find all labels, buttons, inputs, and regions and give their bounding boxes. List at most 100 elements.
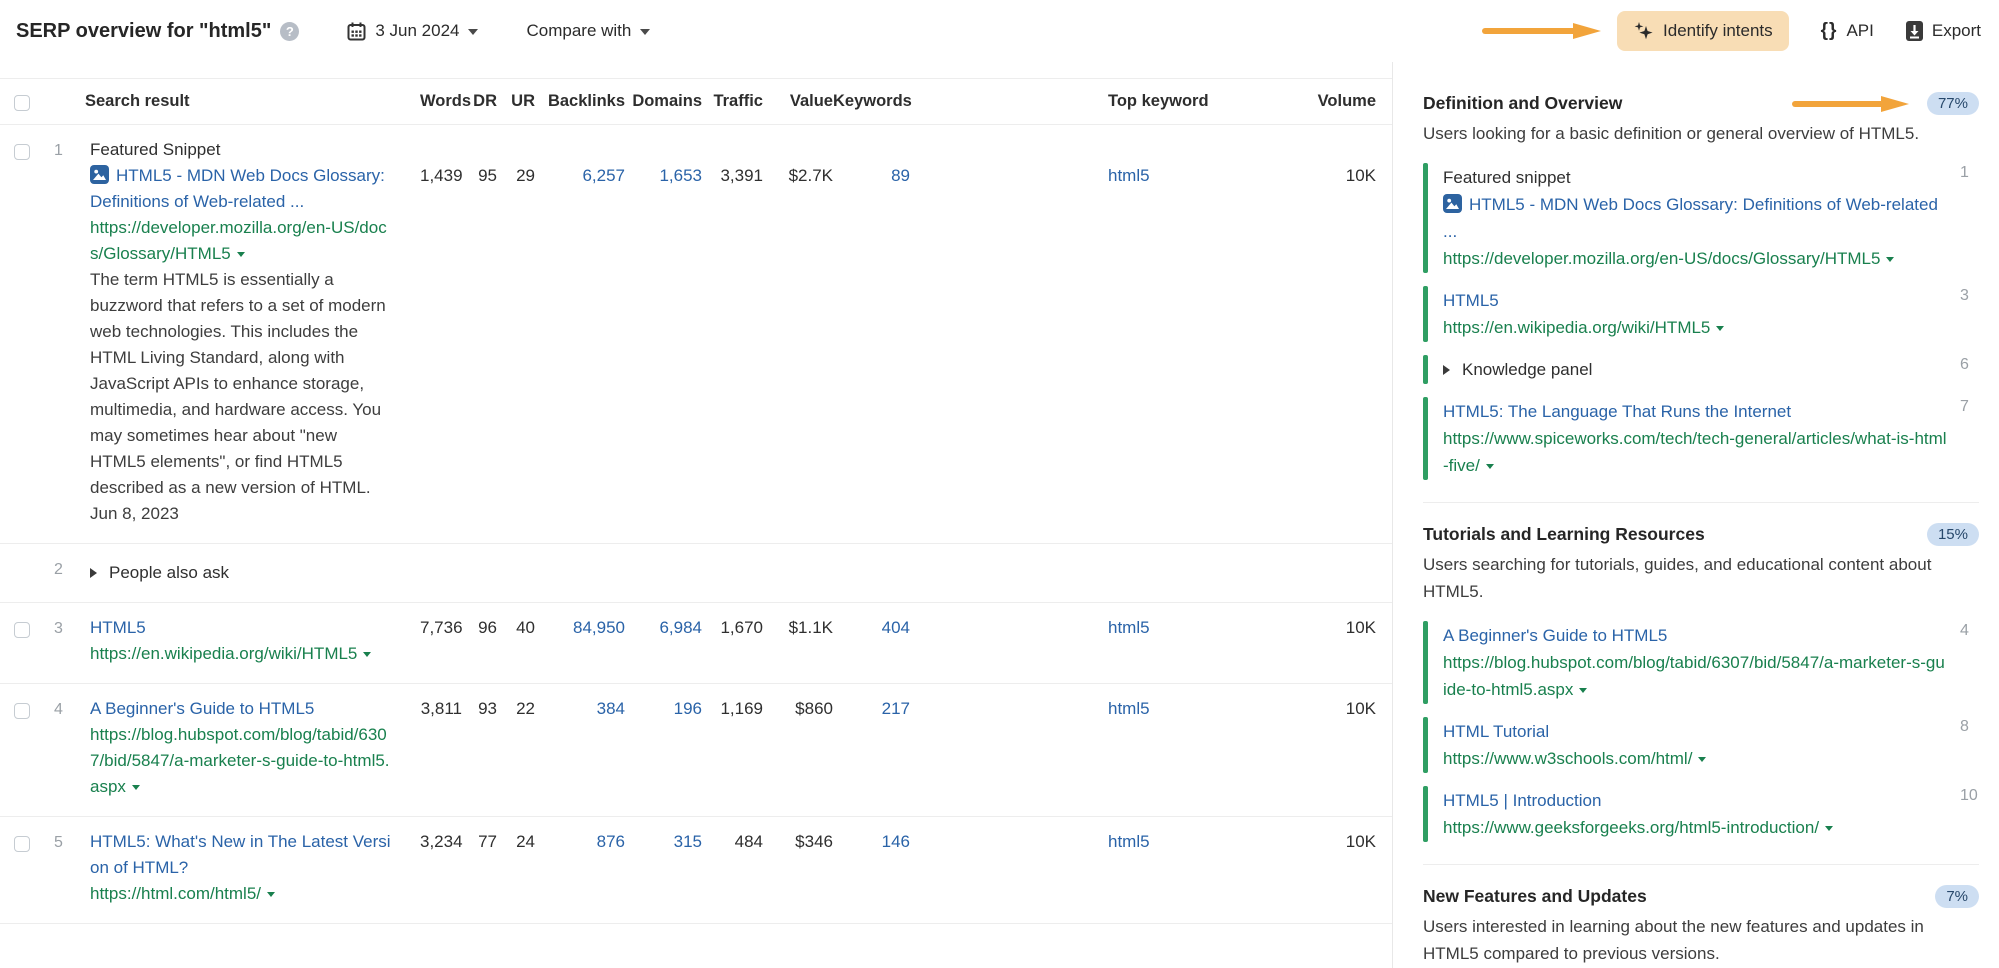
url-dropdown-icon[interactable] <box>131 785 140 791</box>
col-value: Value <box>789 92 833 110</box>
expand-icon <box>1443 364 1450 375</box>
item-url[interactable]: https://blog.hubspot.com/blog/tabid/6307… <box>1443 653 1945 699</box>
featured-snippet-icon <box>1443 194 1462 213</box>
intent-section-title: Definition and Overview <box>1423 93 1623 113</box>
annotation-arrow <box>1482 23 1602 39</box>
result-url[interactable]: https://en.wikipedia.org/wiki/HTML5 <box>90 644 372 663</box>
col-search-result: Search result <box>85 92 190 110</box>
item-link[interactable]: HTML5 | Introduction <box>1443 791 1602 810</box>
item-type-label: Featured snippet <box>1443 168 1571 187</box>
item-link[interactable]: HTML Tutorial <box>1443 722 1550 741</box>
item-link[interactable]: HTML5: The Language That Runs the Intern… <box>1443 402 1792 421</box>
url-dropdown-icon[interactable] <box>1825 826 1834 831</box>
url-dropdown-icon[interactable] <box>1716 326 1725 331</box>
chevron-down-icon <box>640 29 651 35</box>
intent-section: Tutorials and Learning Resources 15% Use… <box>1423 502 1979 842</box>
domains-value[interactable]: 196 <box>673 699 702 719</box>
col-traffic: Traffic <box>713 92 763 110</box>
url-dropdown-icon[interactable] <box>363 652 372 658</box>
table-row: 3 HTML5 https://en.wikipedia.org/wiki/HT… <box>0 603 1392 685</box>
domains-value[interactable]: 1,653 <box>659 166 702 186</box>
intent-section: Definition and Overview 77% Users lookin… <box>1423 92 1979 480</box>
backlinks-value[interactable]: 6,257 <box>582 166 625 186</box>
date-label: 3 Jun 2024 <box>375 21 460 40</box>
identify-intents-button[interactable]: Identify intents <box>1617 11 1789 51</box>
serp-position: 3 <box>1960 287 1969 304</box>
keywords-value[interactable]: 404 <box>881 618 910 638</box>
domains-value[interactable]: 6,984 <box>659 618 702 638</box>
backlinks-value[interactable]: 876 <box>596 832 625 852</box>
select-all-checkbox[interactable] <box>14 95 30 112</box>
compare-with-button[interactable]: Compare with <box>526 21 651 41</box>
url-dropdown-icon[interactable] <box>1485 464 1494 469</box>
url-dropdown-icon[interactable] <box>267 892 275 898</box>
result-description: The term HTML5 is essentially a buzzword… <box>90 270 386 524</box>
toolbar: SERP overview for "html5" ? 3 Jun 2024 C… <box>0 0 1999 62</box>
backlinks-value[interactable]: 84,950 <box>573 618 625 638</box>
help-icon[interactable]: ? <box>280 21 300 41</box>
intent-section-title: New Features and Updates <box>1423 886 1647 906</box>
value-value: $2.7K <box>788 166 833 186</box>
row-checkbox[interactable] <box>14 622 30 639</box>
serp-position: 4 <box>1960 622 1969 639</box>
result-url[interactable]: https://html.com/html5/ <box>90 884 275 903</box>
intent-section-description: Users interested in learning about the n… <box>1423 917 1924 963</box>
top-keyword-link[interactable]: html5 <box>1108 618 1150 638</box>
table-row: 4 A Beginner's Guide to HTML5 https://bl… <box>0 684 1392 818</box>
item-link[interactable]: A Beginner's Guide to HTML5 <box>1443 626 1668 645</box>
item-url[interactable]: https://developer.mozilla.org/en-US/docs… <box>1443 249 1895 268</box>
result-link[interactable]: A Beginner's Guide to HTML5 <box>90 699 315 719</box>
intent-section-description: Users looking for a basic definition or … <box>1423 124 1920 143</box>
braces-icon: {} <box>1820 20 1838 41</box>
volume-value: 10K <box>1345 166 1376 186</box>
item-url[interactable]: https://www.geeksforgeeks.org/html5-intr… <box>1443 818 1834 837</box>
backlinks-value[interactable]: 384 <box>596 699 625 719</box>
ur-value: 40 <box>516 618 535 638</box>
row-checkbox[interactable] <box>14 703 30 720</box>
keywords-value[interactable]: 146 <box>881 832 910 852</box>
words-value: 3,811 <box>420 699 462 719</box>
keywords-value[interactable]: 89 <box>891 166 910 186</box>
item-link[interactable]: HTML5 - MDN Web Docs Glossary: Definitio… <box>1443 194 1938 241</box>
url-dropdown-icon[interactable] <box>236 252 245 258</box>
annotation-arrow <box>1791 95 1909 112</box>
intent-result-item: HTML5 | Introduction https://www.geeksfo… <box>1423 786 1979 842</box>
export-button[interactable]: Export <box>1905 21 1981 41</box>
item-url[interactable]: https://en.wikipedia.org/wiki/HTML5 <box>1443 318 1725 337</box>
item-url[interactable]: https://www.spiceworks.com/tech/tech-gen… <box>1443 429 1947 475</box>
compare-with-label: Compare with <box>526 21 632 40</box>
url-dropdown-icon[interactable] <box>1579 688 1588 693</box>
result-url[interactable]: https://developer.mozilla.org/en-US/docs… <box>90 218 387 264</box>
table-row: 1 Featured Snippet HTML5 - MDN Web Docs … <box>0 125 1392 545</box>
traffic-value: 484 <box>734 832 763 852</box>
domains-value[interactable]: 315 <box>673 832 702 852</box>
keywords-value[interactable]: 217 <box>881 699 910 719</box>
api-button[interactable]: {} API <box>1821 20 1874 42</box>
date-picker-button[interactable]: 3 Jun 2024 <box>347 21 479 41</box>
item-url[interactable]: https://www.w3schools.com/html/ <box>1443 749 1707 768</box>
result-link[interactable]: HTML5 - MDN Web Docs Glossary: Definitio… <box>90 165 385 212</box>
knowledge-panel-toggle[interactable]: Knowledge panel <box>1443 356 1948 383</box>
url-dropdown-icon[interactable] <box>1886 257 1895 262</box>
words-value: 7,736 <box>420 618 463 638</box>
top-keyword-link[interactable]: html5 <box>1108 166 1150 186</box>
result-url[interactable]: https://blog.hubspot.com/blog/tabid/6307… <box>90 725 390 797</box>
intent-result-item: HTML5 https://en.wikipedia.org/wiki/HTML… <box>1423 286 1979 342</box>
volume-value: 10K <box>1345 618 1376 638</box>
result-link[interactable]: HTML5: What's New in The Latest Version … <box>90 832 391 878</box>
row-checkbox[interactable] <box>14 836 30 853</box>
top-keyword-link[interactable]: html5 <box>1108 832 1150 852</box>
people-also-ask-toggle[interactable]: People also ask <box>90 556 420 586</box>
url-dropdown-icon[interactable] <box>1698 757 1707 762</box>
intent-section-description: Users searching for tutorials, guides, a… <box>1423 555 1932 601</box>
result-link[interactable]: HTML5 <box>90 618 146 638</box>
item-link[interactable]: HTML5 <box>1443 291 1499 310</box>
col-ur: UR <box>511 92 535 110</box>
dr-value: 95 <box>478 166 497 186</box>
serp-position: 8 <box>1960 718 1969 735</box>
top-keyword-link[interactable]: html5 <box>1108 699 1150 719</box>
row-checkbox[interactable] <box>14 144 30 161</box>
intent-section: New Features and Updates 7% Users intere… <box>1423 864 1979 967</box>
rank: 3 <box>54 620 63 638</box>
intent-result-item: Featured snippet HTML5 - MDN Web Docs Gl… <box>1423 163 1979 273</box>
